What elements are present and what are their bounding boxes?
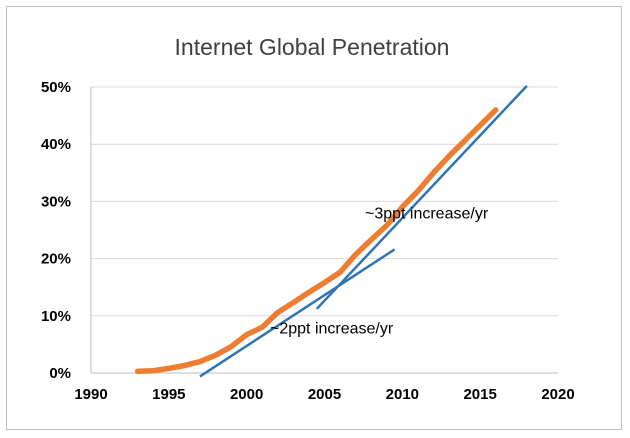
trend-lines [199,84,528,378]
x-tick-label: 1990 [74,386,107,403]
x-tick-labels: 1990 1995 2000 2005 2010 2015 2020 [74,386,574,403]
trend-line [199,248,396,378]
x-tick-label: 2015 [463,386,496,403]
x-tick-label: 2020 [541,386,574,403]
x-tick-label: 2000 [230,386,263,403]
trend-line [315,84,528,310]
y-tick-labels: 0% 10% 20% 30% 40% 50% [41,79,71,382]
y-tick-label: 50% [41,79,71,96]
x-tick-label: 2010 [386,386,419,403]
x-tick-label: 2005 [308,386,341,403]
y-tick-label: 0% [49,365,71,382]
chart-frame [6,6,622,430]
annotation-label: ~2ppt increase/yr [270,321,394,338]
chart-title: Internet Global Penetration [175,34,450,60]
series-lines [134,107,499,375]
series-line [134,107,499,375]
y-tick-label: 30% [41,193,71,210]
grid-lines [91,86,558,317]
annotation-label: ~3ppt increase/yr [365,206,489,223]
y-tick-label: 20% [41,251,71,268]
annotations: ~3ppt increase/yr ~2ppt increase/yr [270,206,489,338]
axes [90,87,558,374]
y-tick-label: 10% [41,308,71,325]
x-tick-label: 1995 [152,386,185,403]
y-tick-label: 40% [41,136,71,153]
